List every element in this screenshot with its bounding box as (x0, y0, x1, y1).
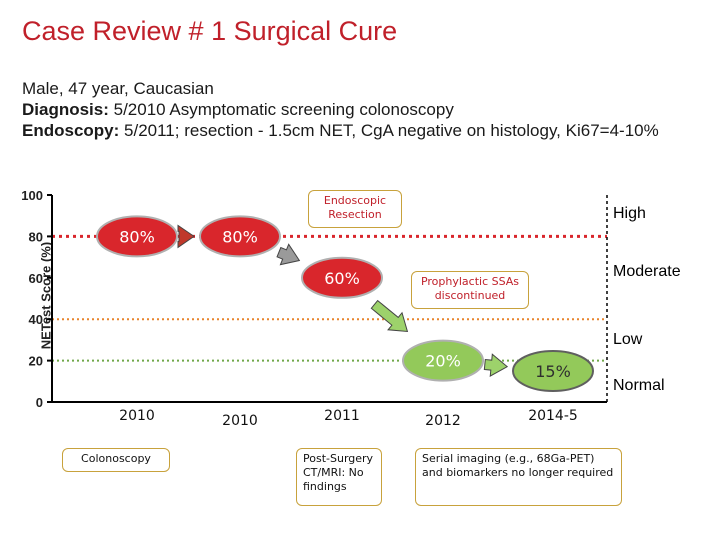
zone-label-high: High (613, 205, 646, 222)
patient-demographics: Male, 47 year, Caucasian (22, 79, 214, 98)
trend-arrow (483, 353, 509, 377)
slide-title: Case Review # 1 Surgical Cure (22, 16, 398, 46)
trend-arrow (370, 299, 409, 332)
zone-label-moderate: Moderate (613, 263, 681, 280)
trend-arrow (276, 243, 301, 266)
annotation-endoscopic-resection: Endoscopic Resection (308, 190, 402, 228)
data-label: 20% (425, 352, 461, 371)
diagnosis-label: Diagnosis: (22, 100, 109, 119)
diagnosis-line: Diagnosis: 5/2010 Asymptomatic screening… (22, 99, 712, 120)
x-tick-label: 2014-5 (528, 408, 578, 424)
data-point (512, 349, 594, 392)
y-tick-label: 60 (29, 271, 43, 286)
y-tick-label: 0 (36, 395, 43, 410)
endoscopy-text: 5/2011; resection - 1.5cm NET, CgA negat… (119, 121, 659, 140)
patient-info: Male, 47 year, Caucasian Diagnosis: 5/20… (22, 78, 712, 141)
event-post-surgery: Post-Surgery CT/MRI: No findings (296, 448, 382, 506)
trend-arrow (177, 224, 195, 249)
event-serial-imaging: Serial imaging (e.g., 68Ga-PET) and biom… (415, 448, 622, 506)
data-point (301, 256, 383, 299)
data-label: 80% (222, 227, 258, 246)
data-label: 60% (324, 269, 360, 288)
x-tick-label: 2012 (425, 413, 461, 429)
diagnosis-text: 5/2010 Asymptomatic screening colonoscop… (108, 100, 454, 119)
data-point (96, 215, 178, 258)
data-label: 80% (119, 227, 155, 246)
x-tick-label: 2010 (119, 408, 155, 424)
event-colonoscopy: Colonoscopy (62, 448, 170, 472)
endoscopy-label: Endoscopy: (22, 121, 120, 140)
endoscopy-line: Endoscopy: 5/2011; resection - 1.5cm NET… (22, 120, 712, 141)
data-point (402, 339, 484, 382)
data-label: 15% (535, 362, 571, 381)
data-point (199, 215, 281, 258)
x-tick-label: 2010 (222, 413, 258, 429)
y-tick-label: 40 (29, 312, 43, 327)
x-tick-label: 2011 (324, 408, 360, 424)
y-tick-label: 100 (21, 188, 43, 203)
zone-label-normal: Normal (613, 377, 665, 394)
y-tick-label: 80 (29, 229, 43, 244)
zone-label-low: Low (613, 331, 643, 348)
y-tick-label: 20 (29, 354, 43, 369)
annotation-ssas-discontinued: Prophylactic SSAs discontinued (411, 271, 529, 309)
